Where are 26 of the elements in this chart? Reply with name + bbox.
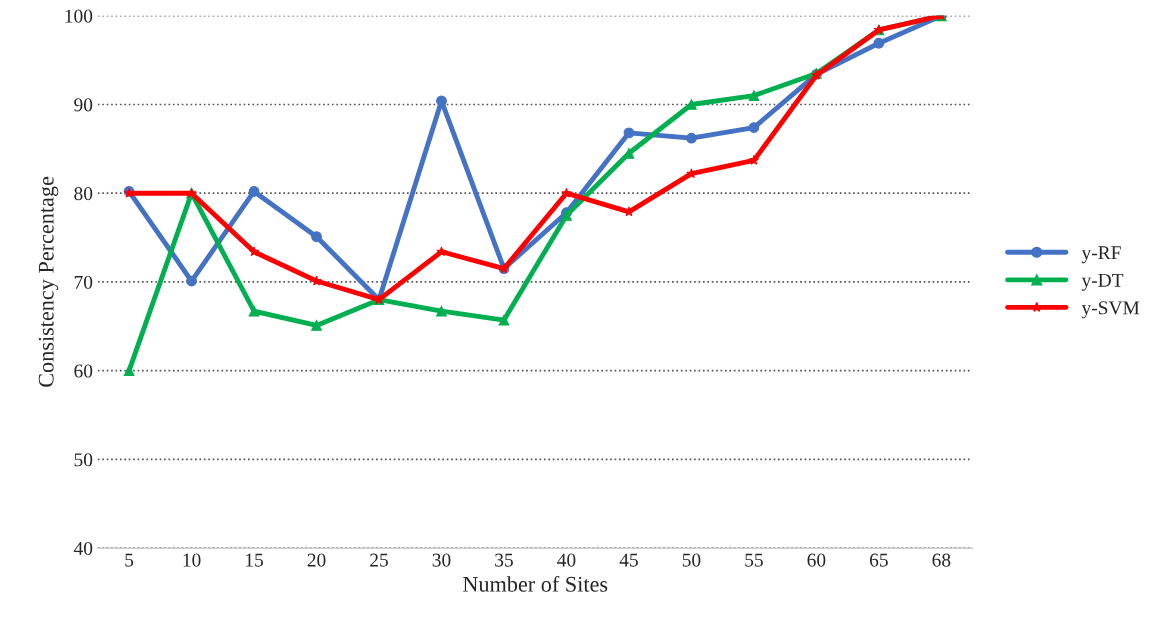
- x-tick-label: 35: [495, 553, 513, 567]
- x-axis-title: Number of Sites: [463, 575, 608, 592]
- y-axis-title: Consistency Percentage: [38, 176, 59, 387]
- y-tick-label: 80: [74, 187, 93, 201]
- legend-label: y-SVM: [1081, 301, 1140, 319]
- y-tick-label: 50: [74, 453, 93, 467]
- x-tick-label: 68: [932, 553, 951, 567]
- y-tick-label: 60: [74, 364, 93, 378]
- x-tick-label: 65: [869, 553, 888, 567]
- x-tick-label: 50: [682, 553, 701, 567]
- x-tick-label: 20: [307, 553, 326, 567]
- y-tick-label: 40: [73, 541, 93, 556]
- x-tick-label: 5: [125, 553, 134, 567]
- legend-label: y-DT: [1081, 273, 1124, 291]
- x-tick-label: 60: [807, 553, 826, 567]
- x-tick-label: 40: [557, 553, 576, 567]
- x-tick-label: 30: [432, 553, 451, 567]
- x-tick-label: 15: [246, 553, 263, 567]
- legend-label: y-RF: [1081, 246, 1121, 264]
- y-tick-label: 90: [74, 98, 93, 112]
- x-tick-label: 45: [619, 553, 638, 567]
- x-tick-label: 55: [745, 553, 763, 567]
- y-tick-label: 70: [74, 275, 93, 289]
- x-tick-label: 25: [370, 553, 388, 567]
- y-tick-label: 100: [65, 9, 93, 23]
- x-tick-label: 10: [183, 553, 201, 567]
